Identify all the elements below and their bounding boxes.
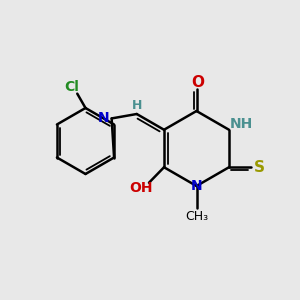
Text: NH: NH	[230, 117, 253, 131]
Text: H: H	[132, 98, 142, 112]
Text: N: N	[191, 179, 202, 193]
Text: CH₃: CH₃	[185, 209, 208, 223]
Text: S: S	[254, 160, 265, 175]
Text: OH: OH	[130, 181, 153, 195]
Text: N: N	[98, 111, 109, 125]
Text: O: O	[191, 75, 205, 90]
Text: Cl: Cl	[64, 80, 79, 94]
